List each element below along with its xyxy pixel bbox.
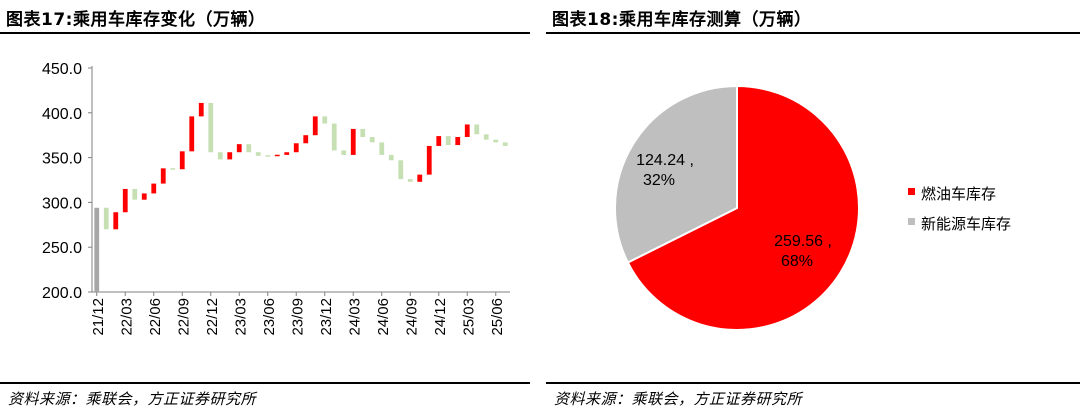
- pie-slice-nev: [614, 84, 738, 264]
- bar-increase: [179, 151, 185, 170]
- bar-increase: [436, 136, 442, 146]
- bar-increase: [350, 128, 356, 155]
- bar-decrease: [341, 150, 347, 155]
- bar-increase: [284, 152, 290, 155]
- x-tick-label: 24/06: [375, 298, 392, 336]
- waterfall-chart: 200.0 250.0 300.0 350.0 400.0 450.0 21/12 22/03…: [42, 61, 510, 336]
- x-tick-label: 24/09: [403, 298, 420, 336]
- bar-increase: [455, 136, 461, 146]
- bar-decrease: [217, 152, 223, 160]
- pie-panel: 图表18:乘用车库存测算（万辆） 259.56 , 68% 124.24 , 32% 燃…: [546, 0, 1080, 417]
- pie-percent-label: 68%: [781, 253, 813, 270]
- legend-swatch: [908, 218, 915, 225]
- bar-decrease: [103, 207, 109, 230]
- bar-increase: [303, 135, 309, 144]
- bar-decrease: [502, 142, 508, 146]
- bar-decrease: [493, 139, 499, 143]
- bar-decrease: [208, 102, 214, 153]
- title-rule: [0, 32, 530, 34]
- bar-decrease: [483, 134, 489, 140]
- bar-decrease: [360, 128, 366, 137]
- waterfall-source-note: 资料来源：乘联会，方正证券研究所: [8, 390, 257, 408]
- legend-label: 燃油车库存: [921, 185, 996, 203]
- x-tick-label: 22/06: [147, 298, 164, 336]
- x-tick-label: 23/09: [289, 298, 306, 336]
- pie-value-label: 124.24 ,: [636, 152, 694, 169]
- x-tick-label: 22/03: [118, 298, 135, 336]
- bar-increase: [122, 188, 128, 213]
- bar-increase: [312, 116, 318, 136]
- source-rule: [0, 382, 530, 384]
- bar-decrease: [407, 179, 413, 182]
- legend-swatch: [908, 188, 915, 195]
- x-tick-label: 25/06: [489, 298, 506, 336]
- y-tick-label: 350.0: [42, 151, 82, 168]
- y-tick-label: 400.0: [42, 106, 82, 123]
- bar-decrease: [132, 188, 138, 200]
- waterfall-panel: 图表17:乘用车库存变化（万辆） 200.0 250.0 300.0 350.0 400…: [0, 0, 530, 417]
- bar-decrease: [369, 136, 375, 143]
- bar-increase: [417, 174, 423, 182]
- bar-decrease: [388, 154, 394, 161]
- pie-percent-label: 32%: [643, 172, 675, 189]
- bar-decrease: [322, 116, 328, 124]
- pie-chart-title: 图表18:乘用车库存测算（万辆）: [552, 10, 812, 30]
- x-tick-label: 24/12: [432, 298, 449, 336]
- bar-decrease: [474, 124, 480, 135]
- waterfall-chart-title: 图表17:乘用车库存变化（万辆）: [6, 10, 266, 30]
- bar-decrease: [379, 142, 385, 155]
- bar-increase: [293, 143, 299, 153]
- bar-increase: [189, 116, 195, 152]
- bar-decrease: [398, 160, 404, 180]
- x-tick-label: 22/12: [204, 298, 221, 336]
- x-tick-label: 23/06: [261, 298, 278, 336]
- x-tick-label: 24/03: [346, 298, 363, 336]
- bar-increase: [274, 154, 280, 157]
- y-tick-label: 200.0: [42, 285, 82, 302]
- bar-decrease: [445, 136, 451, 146]
- x-tick-label: 23/03: [232, 298, 249, 336]
- bar-decrease: [246, 144, 252, 153]
- y-tick-label: 300.0: [42, 195, 82, 212]
- pie-source-note: 资料来源：乘联会，方正证券研究所: [554, 390, 803, 408]
- source-rule: [546, 382, 1080, 384]
- y-tick-label: 450.0: [42, 61, 82, 78]
- title-rule: [546, 32, 1080, 34]
- bar-increase: [464, 124, 470, 137]
- y-tick-label: 250.0: [42, 240, 82, 257]
- bar-increase: [227, 152, 233, 160]
- bar-decrease: [265, 155, 271, 157]
- bar-increase: [141, 193, 147, 200]
- legend-label: 新能源车库存: [921, 216, 1011, 233]
- bar-increase: [160, 168, 166, 184]
- x-tick-label: 23/12: [318, 298, 335, 336]
- bar-decrease: [331, 123, 337, 151]
- x-tick-label: 22/09: [175, 298, 192, 336]
- bar-decrease: [170, 168, 176, 170]
- bar-increase: [236, 144, 242, 153]
- pie-slice-fuel: [626, 84, 860, 331]
- bar-increase: [198, 102, 204, 117]
- pie-value-label: 259.56 ,: [774, 233, 832, 250]
- bar-increase: [426, 145, 432, 175]
- bar-increase: [151, 183, 157, 194]
- bar-decrease: [255, 152, 261, 156]
- bar-increase: [113, 212, 119, 230]
- bar-start-total: [94, 207, 100, 292]
- x-tick-label: 21/12: [90, 298, 107, 336]
- x-tick-label: 25/03: [460, 298, 477, 336]
